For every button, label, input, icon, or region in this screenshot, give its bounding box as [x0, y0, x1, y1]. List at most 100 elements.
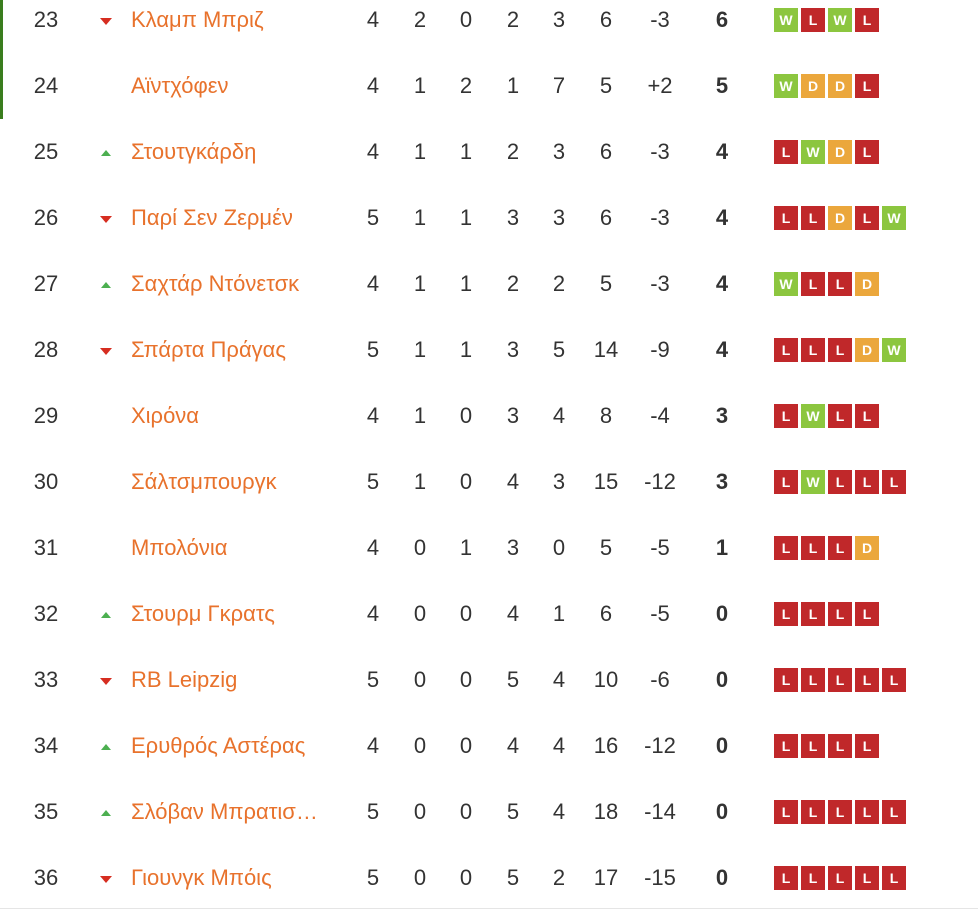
- drawn-cell: 1: [459, 271, 473, 296]
- won-cell: 1: [413, 205, 427, 230]
- lost-cell: 4: [506, 733, 520, 758]
- team-link[interactable]: Σάλτσμπουργκ: [131, 469, 277, 494]
- rank-cell: 36: [33, 865, 59, 890]
- trend-cell: [96, 581, 116, 647]
- team-link[interactable]: Κλαμπ Μπριζ: [131, 7, 264, 32]
- goals-for-cell: 3: [552, 205, 566, 230]
- drawn-cell: 0: [459, 667, 473, 692]
- trend-cell: [96, 251, 116, 317]
- played-cell: 4: [366, 601, 380, 626]
- trend-up-icon: [101, 150, 111, 157]
- won-cell: 1: [413, 271, 427, 296]
- played-cell: 4: [366, 139, 380, 164]
- trend-down-icon: [100, 347, 112, 355]
- rank-cell: 34: [33, 733, 59, 758]
- played-cell: 4: [366, 7, 380, 32]
- table-bottom-divider: [0, 908, 978, 909]
- team-link[interactable]: Γιουνγκ Μπόις: [131, 865, 272, 890]
- played-cell: 5: [366, 667, 380, 692]
- team-link[interactable]: Σπάρτα Πράγας: [131, 337, 286, 362]
- trend-cell: [96, 845, 116, 911]
- won-cell: 0: [413, 733, 427, 758]
- form-badge: L: [828, 602, 852, 626]
- goal-difference-cell: -3: [650, 205, 670, 230]
- drawn-cell: 1: [459, 139, 473, 164]
- goal-difference-cell: -5: [650, 535, 670, 560]
- rank-cell: 26: [33, 205, 59, 230]
- rank-cell: 23: [33, 7, 59, 32]
- team-link[interactable]: Αϊντχόφεν: [131, 73, 229, 98]
- team-link[interactable]: Στουρμ Γκρατς: [131, 601, 275, 626]
- points-cell: 6: [715, 7, 729, 32]
- form-badge: L: [855, 140, 879, 164]
- drawn-cell: 1: [459, 205, 473, 230]
- goals-for-cell: 4: [552, 799, 566, 824]
- trend-cell: [96, 185, 116, 251]
- team-link[interactable]: RB Leipzig: [131, 667, 238, 692]
- form-badge: L: [801, 668, 825, 692]
- team-link[interactable]: Ερυθρός Αστέρας: [131, 733, 306, 758]
- won-cell: 0: [413, 667, 427, 692]
- team-link[interactable]: Χιρόνα: [131, 403, 200, 428]
- goals-for-cell: 4: [552, 667, 566, 692]
- trend-cell: [96, 449, 116, 515]
- points-cell: 3: [715, 469, 729, 494]
- goals-against-cell: 5: [599, 535, 613, 560]
- form-badge: W: [774, 8, 798, 32]
- goals-against-cell: 6: [599, 205, 613, 230]
- form-badge: L: [774, 140, 798, 164]
- form-badge: L: [801, 338, 825, 362]
- form-badge: W: [801, 404, 825, 428]
- form-badge: L: [855, 206, 879, 230]
- trend-cell: [96, 0, 116, 53]
- form-badge: L: [801, 536, 825, 560]
- team-link[interactable]: Σλόβαν Μπρατισ…: [131, 799, 318, 824]
- won-cell: 0: [413, 535, 427, 560]
- points-cell: 0: [715, 601, 729, 626]
- won-cell: 0: [413, 799, 427, 824]
- lost-cell: 5: [506, 865, 520, 890]
- form-badge: L: [774, 800, 798, 824]
- team-link[interactable]: Μπολόνια: [131, 535, 228, 560]
- form-badge: D: [828, 140, 852, 164]
- goals-against-cell: 16: [593, 733, 619, 758]
- drawn-cell: 0: [459, 733, 473, 758]
- team-link[interactable]: Στουτγκάρδη: [131, 139, 257, 164]
- form-badge: W: [828, 8, 852, 32]
- form-badge: L: [828, 668, 852, 692]
- goal-difference-cell: -15: [644, 865, 676, 890]
- form-badge: L: [855, 800, 879, 824]
- form-badge: W: [774, 74, 798, 98]
- goals-against-cell: 5: [599, 73, 613, 98]
- form-badge: L: [855, 470, 879, 494]
- goal-difference-cell: -12: [644, 469, 676, 494]
- points-cell: 0: [715, 667, 729, 692]
- form-badge: W: [882, 206, 906, 230]
- trend-cell: [96, 515, 116, 581]
- form-badge: W: [801, 140, 825, 164]
- team-link[interactable]: Σαχτάρ Ντόνετσκ: [131, 271, 300, 296]
- goals-against-cell: 5: [599, 271, 613, 296]
- won-cell: 1: [413, 337, 427, 362]
- form-badge: L: [774, 866, 798, 890]
- form-badge: L: [882, 668, 906, 692]
- lost-cell: 2: [506, 271, 520, 296]
- goals-for-cell: 2: [552, 271, 566, 296]
- trend-down-icon: [100, 215, 112, 223]
- points-cell: 0: [715, 865, 729, 890]
- form-badge: L: [801, 272, 825, 296]
- trend-up-icon: [101, 612, 111, 619]
- form-badge: L: [828, 734, 852, 758]
- lost-cell: 3: [506, 535, 520, 560]
- team-link[interactable]: Παρί Σεν Ζερμέν: [131, 205, 293, 230]
